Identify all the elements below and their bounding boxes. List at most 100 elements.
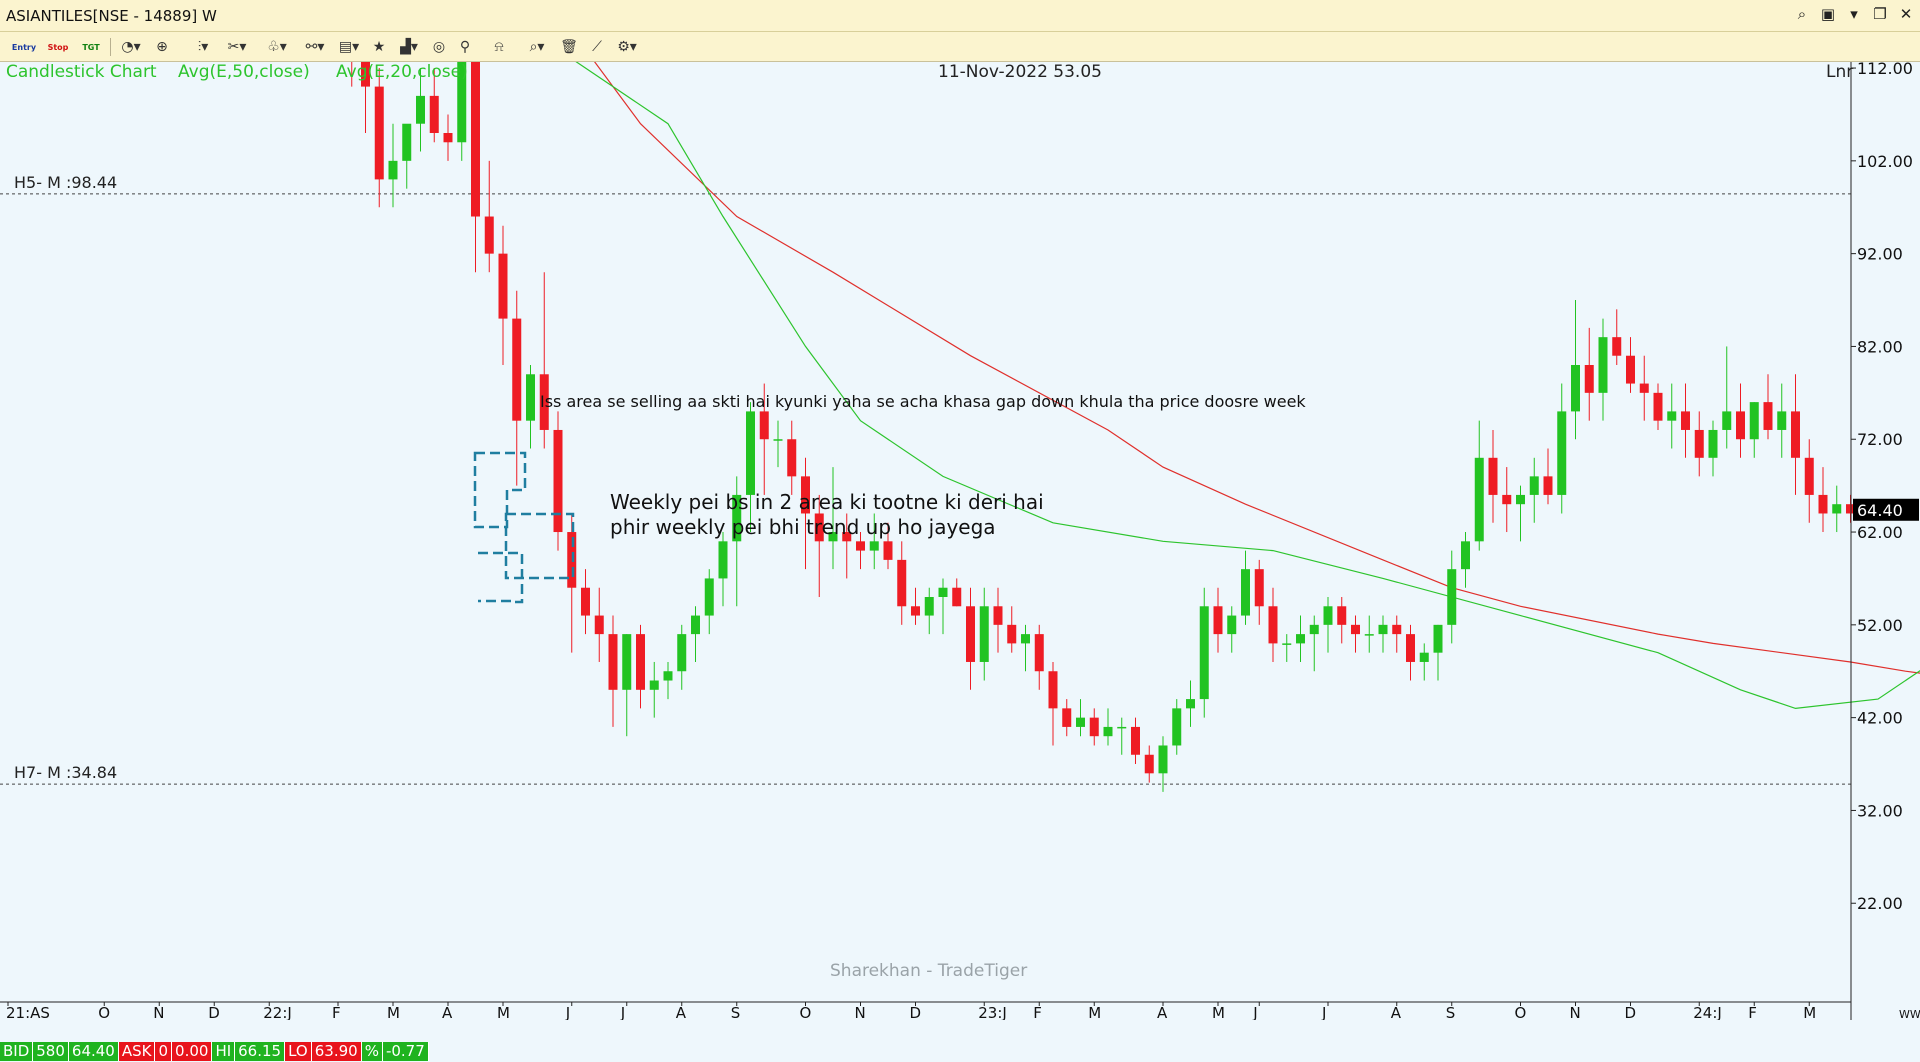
close-icon[interactable]: ✕ — [1899, 5, 1913, 23]
candle — [1378, 615, 1388, 653]
candle — [608, 615, 618, 727]
x-tick-label: J — [620, 1004, 625, 1020]
candle-body — [1034, 634, 1044, 672]
bid-price: 64.40 — [68, 1042, 119, 1061]
compare-icon[interactable]: ▟▾ — [400, 39, 418, 55]
settings-icon[interactable]: ⚙▾ — [617, 39, 637, 55]
x-tick-label: A — [1157, 1004, 1168, 1020]
candle — [1213, 587, 1223, 653]
chart-type-icon[interactable]: ◔▾ — [121, 39, 141, 55]
watermark: Sharekhan - TradeTiger — [830, 961, 1027, 981]
candle — [1172, 699, 1182, 755]
candle-body — [1653, 392, 1663, 421]
scanner-icon[interactable]: ⚲ — [459, 39, 471, 55]
candle — [869, 513, 879, 570]
candle — [911, 587, 920, 625]
candle — [1268, 587, 1278, 662]
entry-button[interactable]: Entry — [11, 42, 37, 52]
alert-icon[interactable]: ⍾ — [494, 39, 504, 55]
fib-icon[interactable]: ♧▾ — [267, 39, 287, 55]
candle-body — [938, 587, 948, 597]
candle-body — [952, 587, 962, 607]
candle-body — [1186, 699, 1195, 709]
drawing-icon[interactable]: ✂▾ — [227, 39, 247, 55]
candle — [1598, 318, 1608, 421]
candle-body — [1131, 726, 1140, 755]
x-tick-label: O — [98, 1004, 110, 1020]
screenshot-icon[interactable]: ▣ — [1820, 5, 1836, 23]
candle — [498, 225, 508, 365]
price-chart[interactable]: H9- H :190.49H9- M :152.66H8- M :139.24H… — [0, 62, 1920, 1020]
candle-body — [361, 62, 370, 87]
scale-mode[interactable]: Lnr — [1826, 62, 1854, 82]
candle-body — [1364, 634, 1374, 636]
target-button[interactable]: TGT — [82, 42, 100, 52]
candle — [1392, 615, 1402, 653]
candle — [1048, 661, 1058, 746]
low-label: LO — [285, 1042, 312, 1061]
candle — [1433, 624, 1443, 681]
candle — [1241, 550, 1250, 625]
x-tick-label: F — [1033, 1004, 1042, 1020]
link-icon[interactable]: ⚯▾ — [305, 39, 325, 55]
candle-body — [663, 671, 673, 681]
indicator-icon[interactable]: ⫶▾ — [197, 39, 209, 55]
x-tick-label: M — [497, 1004, 510, 1020]
cursor-readout: 11-Nov-2022 53.05 — [938, 62, 1102, 82]
candle — [1186, 680, 1195, 727]
candle — [993, 587, 1003, 653]
candle — [1406, 624, 1415, 681]
x-tick-label: M — [1212, 1004, 1225, 1020]
search-icon[interactable]: ⌕ — [1797, 5, 1807, 23]
candle — [1474, 420, 1484, 551]
favorite-icon[interactable]: ★ — [372, 39, 386, 55]
x-tick-label: 21:AS — [6, 1004, 50, 1020]
candle-body — [759, 411, 769, 440]
candle-body — [1667, 411, 1677, 421]
candle-body — [402, 123, 412, 161]
candle — [1612, 309, 1622, 365]
candle — [1804, 439, 1814, 523]
y-tick-label: 32.00 — [1857, 801, 1903, 820]
study-icon[interactable]: ⟋ — [592, 39, 602, 55]
candle — [897, 541, 907, 625]
candle — [636, 624, 645, 709]
candle — [594, 587, 604, 662]
candle — [842, 513, 852, 579]
candle-body — [594, 615, 604, 635]
candle-body — [1282, 643, 1292, 645]
delete-icon[interactable]: 🗑 — [560, 39, 578, 55]
stop-button[interactable]: Stop — [47, 42, 69, 52]
ema20-line — [575, 62, 1920, 710]
candle — [526, 365, 535, 449]
candle — [1832, 485, 1842, 533]
chart-area[interactable]: H9- H :190.49H9- M :152.66H8- M :139.24H… — [0, 62, 1920, 1061]
candle-body — [1103, 726, 1113, 737]
candle-body — [1557, 411, 1567, 495]
restore-icon[interactable]: ❐ — [1873, 5, 1887, 23]
candle-body — [814, 513, 824, 542]
x-tick-label: N — [1570, 1004, 1581, 1020]
candle-body — [1736, 411, 1745, 440]
candle — [1488, 429, 1498, 523]
candle-body — [457, 62, 467, 143]
candle — [351, 62, 353, 87]
templates-icon[interactable]: ▤▾ — [338, 39, 360, 55]
candle-body — [1419, 652, 1429, 662]
x-tick-label: M — [387, 1004, 400, 1020]
candle-body — [1516, 494, 1525, 505]
candle-body — [746, 411, 755, 495]
dropdown-icon[interactable]: ▾ — [1850, 5, 1858, 23]
candle-body — [1681, 411, 1690, 430]
window-controls: ⌕ ▣ ▾ ❐ ✕ — [1794, 5, 1914, 23]
candle-body — [581, 587, 590, 616]
crosshair-icon[interactable]: ⊕ — [156, 39, 168, 55]
x-tick-label: J — [565, 1004, 570, 1020]
zoom-icon[interactable]: ⌕▾ — [529, 39, 545, 55]
candle — [952, 578, 962, 607]
candle-body — [1076, 717, 1085, 727]
y-tick-label: 52.00 — [1857, 616, 1903, 635]
x-tick-label: O — [1515, 1004, 1527, 1020]
x-tick-label: N — [855, 1004, 866, 1020]
cycle-icon[interactable]: ◎ — [432, 39, 446, 55]
